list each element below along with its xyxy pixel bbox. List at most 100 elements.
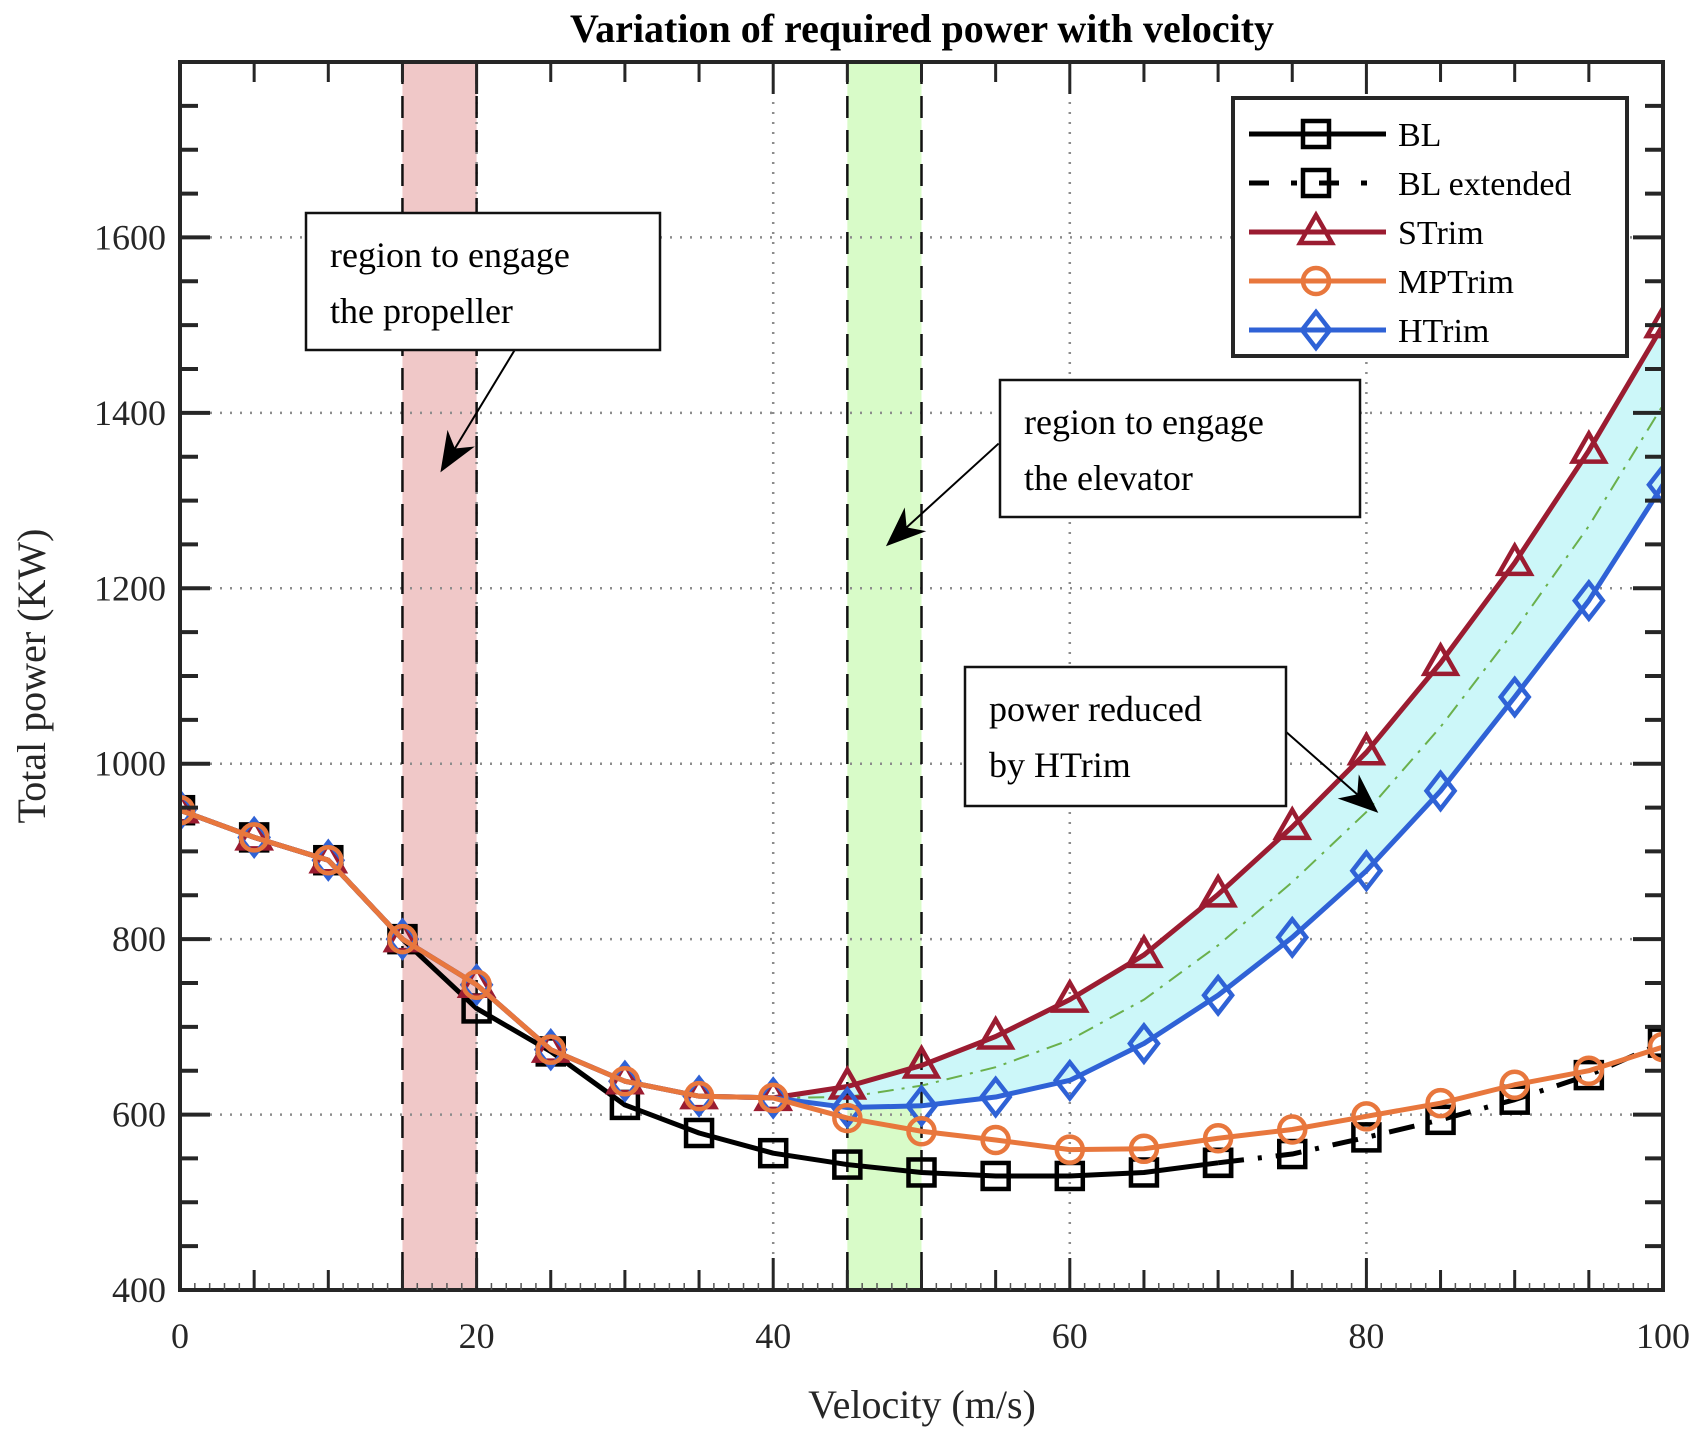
legend-marker [1296, 210, 1336, 246]
y-tick-label: 400 [112, 1270, 166, 1310]
bl-extended-point [1351, 1122, 1382, 1153]
x-tick-label: 60 [1052, 1316, 1088, 1356]
mptrim-point [313, 844, 344, 876]
legend-label: BL extended [1398, 166, 1571, 203]
y-tick-label: 1400 [94, 393, 166, 433]
bl-point [757, 1137, 789, 1169]
strim-point [975, 1014, 1016, 1050]
strim-point [1346, 730, 1387, 766]
legend: BL BL extended STrim MPTrim HTrim [1231, 96, 1629, 358]
x-tick-label: 0 [171, 1316, 189, 1356]
mptrim-point [1425, 1087, 1456, 1119]
mptrim-point [238, 822, 270, 853]
bl-point [832, 1149, 863, 1180]
chart-title: Variation of required power with velocit… [570, 6, 1274, 51]
strim-point [1124, 933, 1164, 969]
annotation-arrow [1285, 731, 1379, 813]
mptrim-point [1351, 1101, 1382, 1132]
mptrim-point [1647, 1031, 1663, 1063]
bl-point [1128, 1157, 1160, 1188]
legend-item-mptrim: MPTrim [1249, 264, 1514, 301]
y-tick-label: 800 [112, 919, 166, 959]
bl-point [683, 1117, 715, 1149]
mptrim-point [1573, 1055, 1605, 1086]
y-tick-label: 1200 [94, 568, 166, 608]
y-tick-label: 600 [112, 1095, 166, 1135]
htrim-point [1127, 1021, 1161, 1066]
annotation-text: region to engage [1024, 402, 1264, 442]
annotation-box [998, 378, 1362, 519]
annotation-box [304, 211, 662, 352]
strim-point [1420, 641, 1461, 677]
legend-marker [1300, 265, 1332, 297]
legend-item-strim: STrim [1249, 210, 1484, 252]
htrim-annotation: power reduced by HTrim [963, 665, 1379, 813]
legend-label: STrim [1398, 215, 1484, 252]
y-tick-label: 1600 [94, 217, 166, 257]
mptrim-point [180, 794, 196, 826]
elevator-annotation: region to engage the elevator [885, 378, 1362, 547]
bl-point [980, 1160, 1011, 1192]
mptrim-point [906, 1115, 937, 1147]
annotation-text: region to engage [330, 235, 570, 275]
strim-point [1198, 872, 1238, 908]
annotation-text: by HTrim [989, 745, 1131, 785]
htrim-point [1423, 769, 1458, 813]
bl-extended-point [1425, 1104, 1456, 1136]
x-tick-label: 20 [459, 1316, 495, 1356]
htrim-point [1201, 973, 1235, 1017]
y-axis-label: Total power (KW) [9, 529, 54, 824]
legend-item-bl: BL [1249, 117, 1441, 154]
strim-point [1272, 805, 1313, 841]
bl-extended-line [1217, 1040, 1663, 1166]
legend-marker [1300, 167, 1332, 199]
legend-marker [1299, 308, 1333, 352]
mptrim-point [832, 1102, 863, 1134]
htrim-point [830, 1085, 865, 1130]
mptrim-point [1202, 1123, 1234, 1154]
strim-point [1049, 978, 1090, 1013]
strim-point [901, 1043, 942, 1079]
htrim-point [978, 1075, 1013, 1119]
htrim-point [1646, 463, 1663, 507]
series-layer [180, 303, 1663, 1192]
legend-label: MPTrim [1398, 264, 1514, 301]
annotation-box [963, 665, 1288, 808]
strim-point [1643, 303, 1663, 339]
mptrim-line [180, 807, 1663, 1153]
legend-label: HTrim [1398, 313, 1489, 350]
series-bl [180, 794, 1234, 1192]
fill-between-strim-htrim [773, 325, 1663, 1108]
mptrim-point [535, 1034, 566, 1065]
ticks: 0 20 40 60 80 100 400 600 800 1000 1200 1400 1600 [94, 60, 1690, 1356]
legend-label: BL [1398, 117, 1441, 154]
bl-point [906, 1157, 937, 1188]
series-mptrim [180, 794, 1663, 1165]
annotation-text: power reduced [989, 689, 1202, 729]
htrim-point [1275, 915, 1310, 960]
mptrim-point [1054, 1134, 1086, 1165]
htrim-point [904, 1084, 939, 1128]
mptrim-point [757, 1082, 789, 1114]
mptrim-point [980, 1124, 1011, 1156]
strim-point [827, 1064, 868, 1100]
legend-marker [1300, 118, 1332, 150]
htrim-point [1497, 675, 1532, 719]
mptrim-point [1128, 1133, 1160, 1165]
x-tick-label: 40 [755, 1316, 791, 1356]
annotation-arrow [885, 442, 1000, 547]
htrim-point [1571, 578, 1606, 623]
propeller-annotation: region to engage the propeller [304, 211, 662, 473]
mptrim-point [1277, 1114, 1308, 1145]
x-tick-label: 100 [1636, 1316, 1690, 1356]
strim-point [1568, 429, 1609, 464]
x-tick-label: 80 [1348, 1316, 1384, 1356]
annotation-text: the elevator [1024, 458, 1193, 498]
mptrim-point [609, 1065, 641, 1097]
mptrim-point [1499, 1069, 1530, 1100]
annotation-text: the propeller [330, 291, 513, 331]
mptrim-point [683, 1080, 715, 1112]
mptrim-point [387, 923, 418, 955]
